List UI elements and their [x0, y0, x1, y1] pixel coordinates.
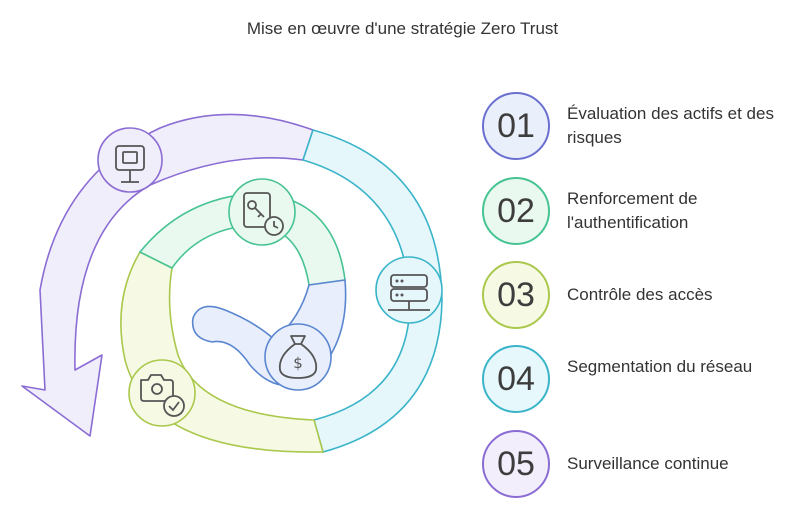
step-label: Contrôle des accès: [567, 285, 713, 304]
step-number: 03: [497, 275, 535, 314]
step-number: 02: [497, 191, 535, 230]
camera-check-icon: [128, 359, 196, 427]
step-number-circle: 01: [482, 92, 550, 160]
server-icon: [375, 256, 443, 324]
step-label: Surveillance continue: [567, 454, 729, 473]
step-label: Évaluation des actifs et des risques: [567, 104, 774, 147]
money-bag-icon: $: [264, 323, 332, 391]
step-number-circle: 03: [482, 261, 550, 329]
step-number: 04: [497, 359, 535, 398]
outer-purple-arrow-segment: [21, 113, 314, 437]
step-label: Segmentation du réseau: [567, 357, 753, 376]
cctv-camera-icon: [97, 127, 163, 193]
key-document-clock-icon: [228, 178, 296, 246]
step-number: 05: [497, 444, 535, 483]
step-number-circle: 04: [482, 345, 550, 413]
step-number: 01: [497, 106, 535, 145]
svg-text:$: $: [293, 354, 303, 372]
page-title: Mise en œuvre d'une stratégie Zero Trust: [246, 19, 559, 38]
step-number-circle: 02: [482, 177, 550, 245]
step-label: Renforcement de l'authentification: [567, 189, 698, 232]
step-number-circle: 05: [482, 430, 550, 498]
